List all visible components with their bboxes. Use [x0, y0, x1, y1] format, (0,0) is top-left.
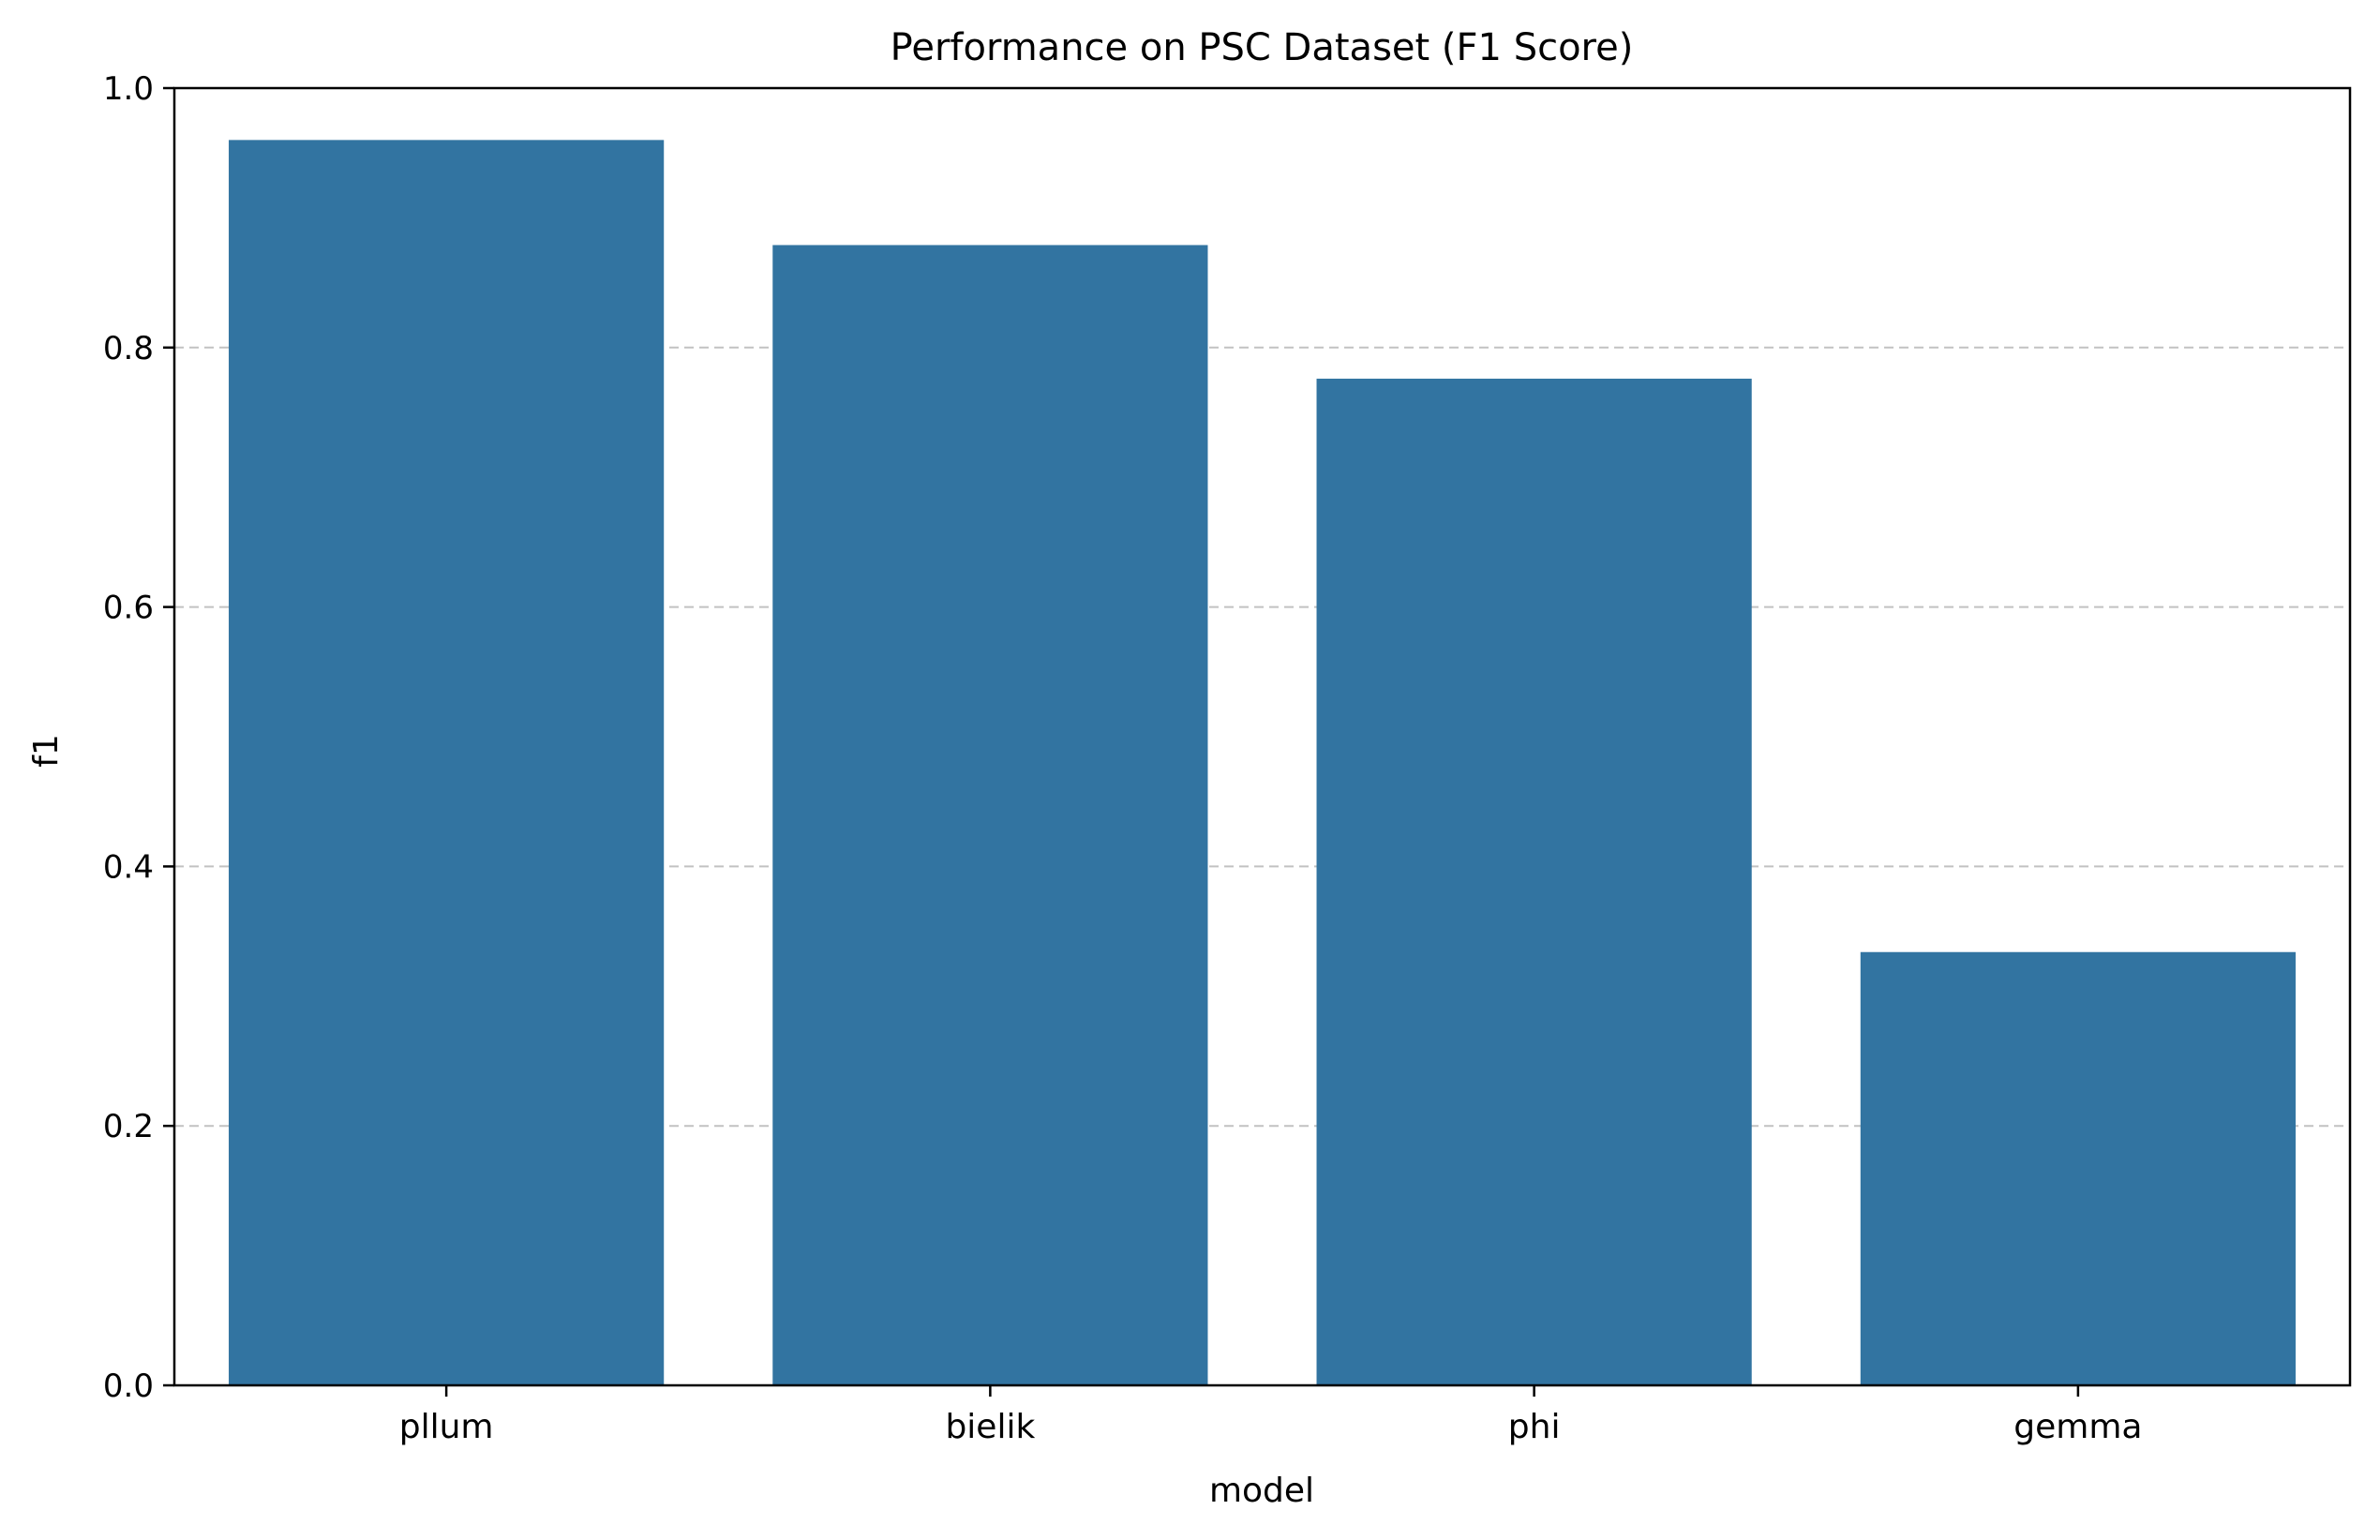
bars — [229, 140, 2296, 1386]
y-axis-label: f1 — [27, 734, 66, 768]
x-tick-label: pllum — [399, 1408, 494, 1446]
y-tick-label: 0.8 — [103, 330, 154, 367]
y-tick-label: 0.6 — [103, 590, 154, 627]
y-tick-label: 0.2 — [103, 1108, 154, 1145]
bar-pllum — [229, 140, 665, 1386]
y-tick-label: 0.4 — [103, 848, 154, 886]
x-tick-label: gemma — [2013, 1408, 2142, 1446]
y-tick-label: 1.0 — [103, 70, 154, 108]
axes: 0.0 0.2 0.4 0.6 0.8 1.0 pllum bielik phi gemma — [103, 70, 2352, 1446]
bar-phi — [1316, 379, 1752, 1385]
bar-gemma — [1860, 951, 2296, 1385]
y-tick-label: 0.0 — [103, 1368, 154, 1405]
x-tick-label: phi — [1508, 1408, 1561, 1446]
bar-bielik — [772, 245, 1208, 1385]
plot-frame — [172, 86, 2352, 1387]
x-axis-label: model — [1209, 1472, 1314, 1510]
x-tick-label: bielik — [945, 1408, 1035, 1446]
chart-title: Performance on PSC Dataset (F1 Score) — [891, 26, 1634, 69]
